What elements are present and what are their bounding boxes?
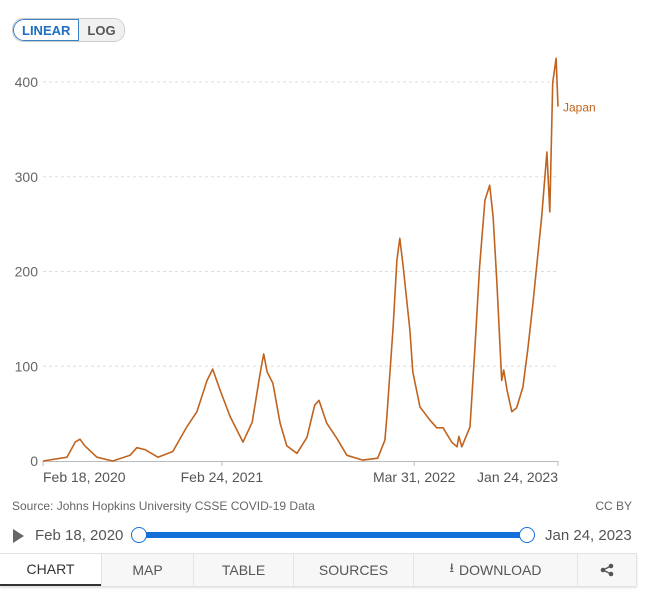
x-tick-label: Mar 31, 2022 bbox=[373, 469, 456, 485]
x-tick-label: Feb 18, 2020 bbox=[43, 469, 126, 485]
x-tick-label: Jan 24, 2023 bbox=[477, 469, 558, 485]
tab-map[interactable]: MAP bbox=[101, 554, 193, 586]
series-label: Japan bbox=[563, 101, 596, 115]
timeline-start-label: Feb 18, 2020 bbox=[35, 527, 124, 544]
timeline-slider[interactable] bbox=[139, 532, 528, 538]
source-text[interactable]: Source: Johns Hopkins University CSSE CO… bbox=[12, 499, 315, 513]
tab-table[interactable]: TABLE bbox=[193, 554, 293, 586]
linear-scale-button[interactable]: LINEAR bbox=[13, 19, 80, 41]
license-link[interactable]: CC BY bbox=[595, 499, 632, 513]
timeline-start-handle[interactable] bbox=[131, 527, 147, 543]
y-tick-label: 100 bbox=[15, 358, 39, 374]
timeline-end-label: Jan 24, 2023 bbox=[545, 527, 632, 544]
play-icon[interactable] bbox=[13, 529, 24, 543]
y-tick-label: 200 bbox=[15, 264, 39, 280]
y-tick-label: 300 bbox=[15, 169, 39, 185]
log-scale-button[interactable]: LOG bbox=[79, 19, 124, 41]
tab-bar: CHART MAP TABLE SOURCES ⭳ DOWNLOAD bbox=[0, 553, 637, 586]
y-tick-label: 0 bbox=[30, 453, 38, 469]
download-label: DOWNLOAD bbox=[459, 562, 542, 578]
timeline-end-handle[interactable] bbox=[519, 527, 535, 543]
share-button[interactable] bbox=[577, 554, 636, 586]
tab-chart[interactable]: CHART bbox=[0, 554, 101, 586]
series-line-japan bbox=[42, 57, 559, 462]
tab-sources[interactable]: SOURCES bbox=[293, 554, 413, 586]
line-chart: 0 100 200 300 400 Feb 18, 2020 Feb 24, 2021 Mar… bbox=[15, 57, 596, 485]
y-tick-label: 400 bbox=[15, 74, 39, 90]
scale-toggle: LINEAR LOG bbox=[12, 18, 125, 42]
tab-download[interactable]: ⭳ DOWNLOAD bbox=[413, 554, 577, 586]
x-tick-label: Feb 24, 2021 bbox=[181, 469, 264, 485]
share-icon bbox=[600, 563, 614, 577]
download-icon: ⭳ bbox=[449, 560, 455, 575]
